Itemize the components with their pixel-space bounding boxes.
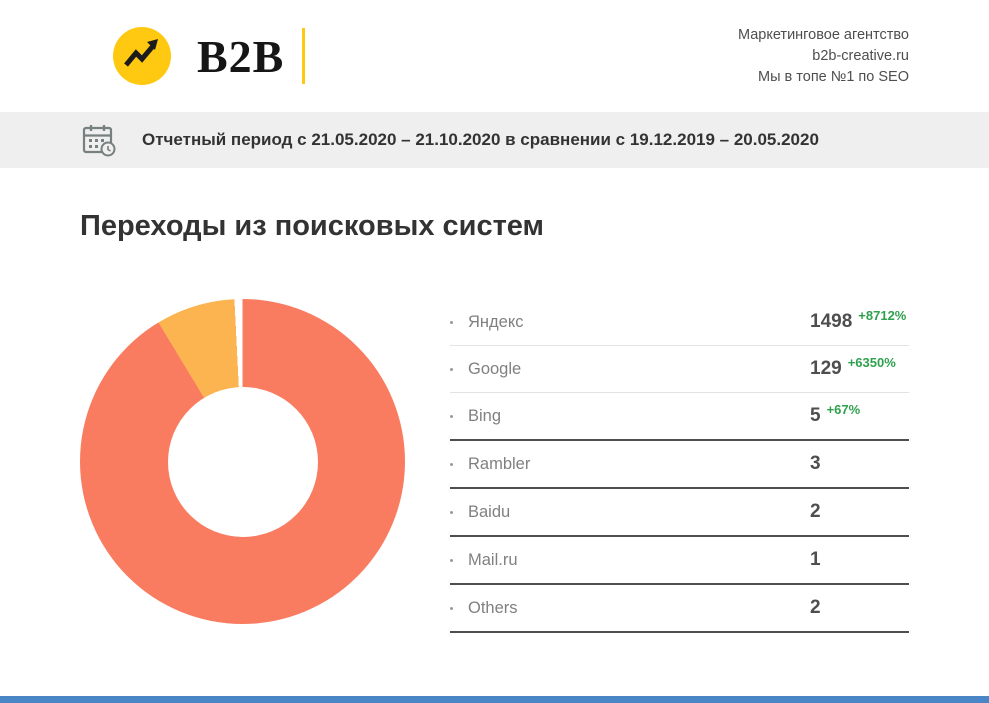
row-marker	[450, 367, 453, 371]
table-row: Rambler 3	[450, 441, 909, 489]
visits-value: 1	[810, 549, 821, 570]
delta-badge: +67%	[826, 402, 861, 417]
footer-accent-bar	[0, 696, 989, 703]
header: B2B Маркетинговое агентство b2b-creative…	[0, 0, 989, 112]
table-row: Google 129 +6350%	[450, 346, 909, 393]
value-cell: 2	[810, 597, 909, 619]
visits-value: 2	[810, 597, 821, 618]
main-content: Переходы из поисковых систем Яндекс 1498…	[0, 210, 989, 633]
row-marker	[450, 414, 453, 418]
visits-value: 3	[810, 453, 821, 474]
row-marker	[450, 320, 453, 324]
brand-name: B2B	[197, 30, 285, 82]
row-marker	[450, 558, 453, 562]
engine-label: Mail.ru	[468, 550, 518, 569]
table-row: Others 2	[450, 585, 909, 633]
engine-label: Bing	[468, 406, 502, 425]
value-cell: 1	[810, 549, 909, 571]
row-marker	[450, 510, 453, 514]
brand-divider	[302, 28, 306, 84]
calendar-icon	[80, 123, 116, 157]
row-marker	[450, 462, 453, 466]
visits-value: 1498	[810, 311, 853, 332]
brand-logo-icon	[113, 27, 171, 85]
donut-hole	[167, 386, 318, 537]
report-period-text: Отчетный период с 21.05.2020 – 21.10.202…	[142, 130, 819, 149]
agency-site: b2b-creative.ru	[812, 47, 909, 64]
chart-block: Яндекс 1498 +8712% Google 129 +6350%	[80, 299, 909, 633]
engine-label: Google	[468, 359, 522, 378]
report-period-banner: Отчетный период с 21.05.2020 – 21.10.202…	[0, 112, 989, 168]
table-row: Mail.ru 1	[450, 537, 909, 585]
agency-info: Маркетинговое агентство b2b-creative.ru …	[738, 25, 909, 88]
agency-line-3: Мы в топе №1 по SEO	[758, 68, 909, 85]
table-row: Яндекс 1498 +8712%	[450, 299, 909, 346]
donut-chart	[80, 299, 405, 624]
page-title: Переходы из поисковых систем	[80, 210, 544, 242]
agency-line-1: Маркетинговое агентство	[737, 26, 909, 43]
delta-badge: +6350%	[847, 355, 896, 370]
row-marker	[450, 606, 453, 610]
value-cell: 2	[810, 501, 909, 523]
engine-label: Яндекс	[468, 312, 524, 331]
engine-label: Baidu	[468, 502, 511, 521]
value-cell: 129 +6350%	[810, 355, 909, 380]
search-engines-table: Яндекс 1498 +8712% Google 129 +6350%	[450, 299, 909, 633]
value-cell: 1498 +8712%	[810, 308, 909, 333]
visits-value: 2	[810, 501, 821, 522]
table-row: Bing 5 +67%	[450, 393, 909, 441]
visits-value: 129	[810, 358, 842, 379]
engine-label: Others	[468, 598, 518, 617]
value-cell: 3	[810, 453, 909, 475]
value-cell: 5 +67%	[810, 402, 909, 427]
brand: B2B	[113, 27, 306, 85]
engine-label: Rambler	[468, 454, 531, 473]
visits-value: 5	[810, 405, 821, 426]
table-row: Baidu 2	[450, 489, 909, 537]
delta-badge: +8712%	[858, 308, 907, 323]
